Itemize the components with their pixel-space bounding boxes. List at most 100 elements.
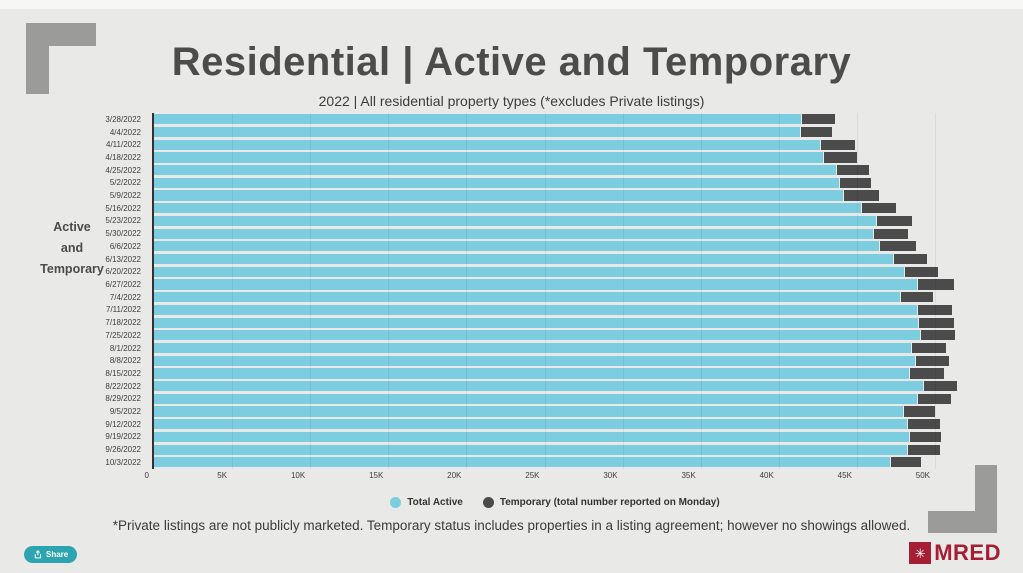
chart-legend: Total Active Temporary (total number rep… [152,497,958,508]
chart-row [154,202,960,215]
active-bar-segment [154,406,904,417]
gridline [622,113,624,469]
date-label: 4/11/2022 [106,140,141,150]
date-label: 6/13/2022 [105,254,141,264]
temporary-bar-segment [877,215,912,227]
gridline [935,113,936,469]
active-bar-segment [154,393,918,404]
chart-row [154,316,960,329]
y-axis-title-line: and [60,241,84,255]
active-bar-segment [154,444,909,455]
active-bar-segment [154,139,821,150]
active-bar-segment [154,292,901,303]
temporary-bar-segment [917,279,954,290]
temporary-bar-segment [924,381,957,392]
active-bar-segment [154,126,801,138]
active-bar-segment [154,317,920,328]
chart-row [154,240,960,253]
chart-row [154,304,960,317]
page-title: Residential | Active and Temporary [171,40,852,84]
x-tick-label: 35K [681,471,696,480]
active-bar-segment [154,114,803,125]
temporary-bar-segment [861,203,896,214]
date-label: 8/8/2022 [109,356,141,366]
gridline [310,113,312,469]
temporary-bar-segment [905,266,939,277]
date-label: 9/19/2022 [105,432,141,442]
gridline [466,113,468,469]
temporary-bar-segment [908,419,940,430]
active-bar-segment [154,215,878,227]
date-label: 7/18/2022 [105,318,141,328]
chart-row [154,443,960,456]
chart-row [154,189,960,202]
date-label: 7/4/2022 [109,292,141,302]
page-subtitle: 2022 | All residential property types (*… [318,93,705,109]
x-tick-label: 5K [217,471,228,480]
active-bar-segment [154,368,910,379]
footnote: *Private listings are not publicly marke… [112,518,911,533]
temporary-bar-segment [802,114,836,125]
y-axis-title-line: Temporary [40,262,104,276]
date-label: 5/9/2022 [109,191,141,201]
active-bar-segment [154,342,912,354]
date-label: 7/25/2022 [105,330,141,340]
date-label: 6/20/2022 [105,267,141,277]
temporary-bar-segment [908,444,940,455]
date-label: 9/5/2022 [109,407,141,417]
active-bar-segment [154,241,881,252]
temporary-bar-segment [800,126,832,138]
gridline [388,113,390,469]
chart-row [154,392,960,405]
date-label: 5/2/2022 [109,178,141,188]
chart-row [154,177,960,190]
chart-row [154,367,960,380]
y-axis-group-title: Active and Temporary [28,217,116,280]
chart-row [154,405,960,418]
chart-row [154,138,960,151]
legend-item-total-active: Total Active [390,497,463,508]
active-bar-segment [154,457,892,468]
temporary-bar-segment [920,330,956,341]
date-label: 9/12/2022 [105,419,141,429]
date-label: 8/29/2022 [105,394,141,404]
chart-row [154,253,960,266]
date-label: 5/30/2022 [105,229,141,239]
x-tick-label: 20K [447,471,462,480]
temporary-bar-segment [916,355,950,366]
chart-row [154,164,960,177]
legend-label: Temporary (total number reported on Mond… [499,497,720,508]
temporary-bar-segment [917,304,953,315]
corner-bracket-top-left [26,23,96,94]
date-label: 8/15/2022 [105,368,141,378]
temporary-bar-segment [903,406,935,417]
date-label: 10/3/2022 [105,457,141,467]
active-bar-segment [154,355,917,366]
chart-row [154,456,960,469]
temporary-bar-segment [824,152,857,163]
legend-dot-temporary [482,497,494,508]
chart-row [154,431,960,444]
temporary-bar-segment [836,165,870,176]
active-bar-segment [154,419,909,430]
gridline [856,113,858,469]
active-bar-segment [154,431,910,443]
temporary-bar-segment [844,190,879,201]
date-label: 5/16/2022 [105,203,141,213]
share-button-label: Share [46,550,69,559]
legend-dot-total-active [390,497,402,508]
active-bar-segment [154,381,925,392]
chart-row [154,418,960,431]
plot-area [152,113,960,469]
temporary-bar-segment [891,457,921,468]
x-tick-label: 25K [525,471,540,480]
y-axis-title-line: Active [53,220,91,234]
chart-row [154,342,960,355]
share-button[interactable]: Share [24,546,78,563]
date-label: 4/4/2022 [109,127,141,137]
chart-row [154,113,960,126]
temporary-bar-segment [874,228,909,239]
chart-row [154,265,960,278]
active-bar-segment [154,190,845,201]
